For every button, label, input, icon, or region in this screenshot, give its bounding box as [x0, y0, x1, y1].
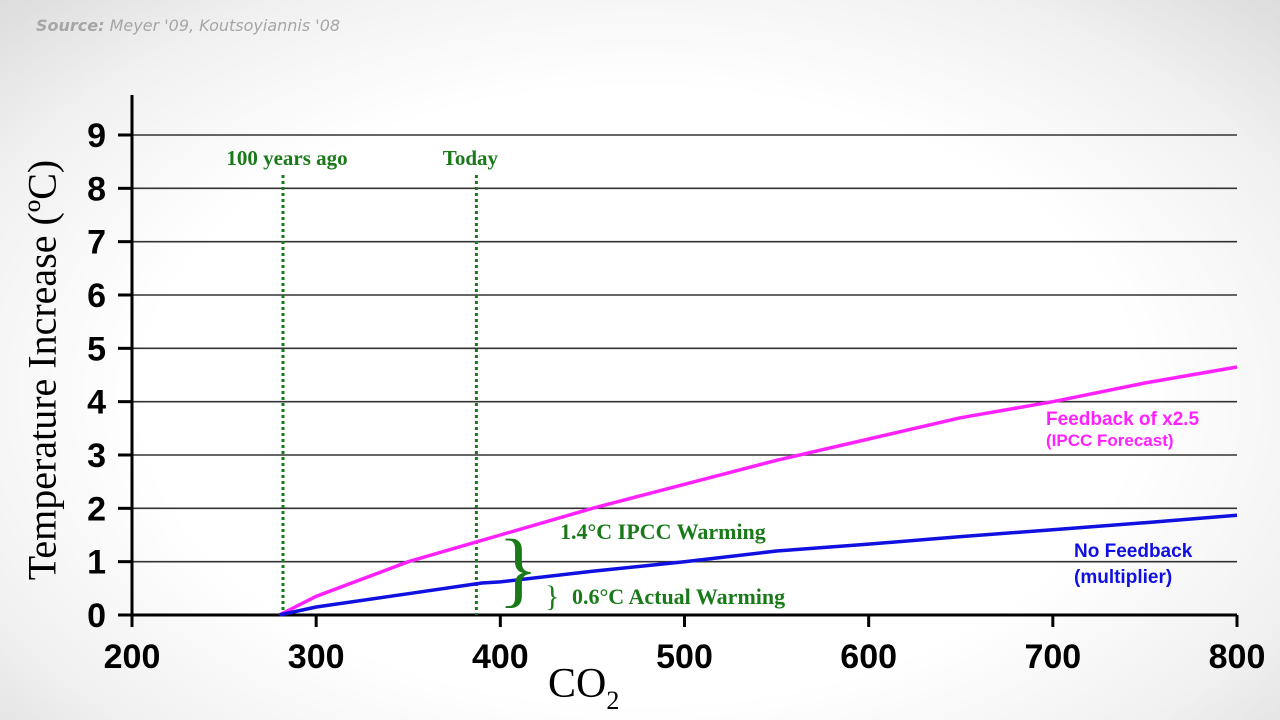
series-labels: Feedback of x2.5 (IPCC Forecast) No Feed…	[1046, 409, 1200, 588]
y-tick-label-8: 8	[87, 170, 106, 208]
y-tick-label-1: 1	[87, 544, 106, 582]
y-tick-label-4: 4	[87, 384, 106, 422]
x-axis-label-main: CO	[548, 661, 607, 707]
nofeedback-series-sublabel: (multiplier)	[1074, 567, 1172, 588]
grid-lines	[132, 134, 1237, 563]
y-tick-label-9: 9	[87, 117, 106, 155]
series-lines	[278, 365, 1238, 617]
x-tick-label-400: 400	[472, 638, 529, 676]
x-tick-label-300: 300	[288, 638, 345, 676]
ipcc-brace: }	[498, 523, 538, 616]
x-tick-labels: 200 300 400 500 600 700 800	[104, 638, 1266, 676]
feedback-series-label: Feedback of x2.5	[1046, 409, 1200, 430]
vline-label-1: Today	[443, 146, 499, 170]
source-note: Source: Meyer '09, Koutsoyiannis '08	[36, 16, 340, 35]
series-line-1	[278, 513, 1238, 617]
y-tick-label-2: 2	[87, 490, 106, 528]
x-tick-label-600: 600	[840, 638, 897, 676]
x-axis-label-subscript: 2	[606, 686, 620, 715]
y-tick-label-3: 3	[87, 437, 106, 475]
y-tick-label-6: 6	[87, 277, 106, 315]
x-tick-label-800: 800	[1209, 638, 1266, 676]
annotations: } } 1.4°C IPCC Warming 0.6°C Actual Warm…	[498, 519, 785, 616]
actual-warming-label: 0.6°C Actual Warming	[572, 584, 785, 609]
ipcc-warming-label: 1.4°C IPCC Warming	[560, 519, 766, 544]
feedback-series-sublabel: (IPCC Forecast)	[1046, 431, 1174, 450]
series-line-0	[278, 365, 1238, 617]
y-tick-label-7: 7	[87, 224, 106, 262]
x-tick-label-700: 700	[1024, 638, 1081, 676]
y-tick-label-0: 0	[87, 597, 106, 635]
source-label: Source:	[36, 16, 105, 35]
x-tick-label-500: 500	[656, 638, 713, 676]
reference-lines: 100 years ago Today	[226, 146, 499, 615]
axes	[118, 95, 1239, 627]
y-tick-label-5: 5	[87, 330, 106, 368]
y-axis-label: Temperature Increase (ºC)	[19, 159, 65, 581]
source-text: Meyer '09, Koutsoyiannis '08	[109, 16, 341, 35]
x-axis-label: CO2	[548, 660, 619, 716]
y-tick-labels: 0 1 2 3 4 5 6 7 8 9	[87, 117, 106, 635]
nofeedback-series-label: No Feedback	[1074, 541, 1193, 562]
x-tick-label-200: 200	[104, 638, 161, 676]
vline-label-0: 100 years ago	[226, 146, 347, 170]
actual-brace: }	[545, 580, 559, 613]
